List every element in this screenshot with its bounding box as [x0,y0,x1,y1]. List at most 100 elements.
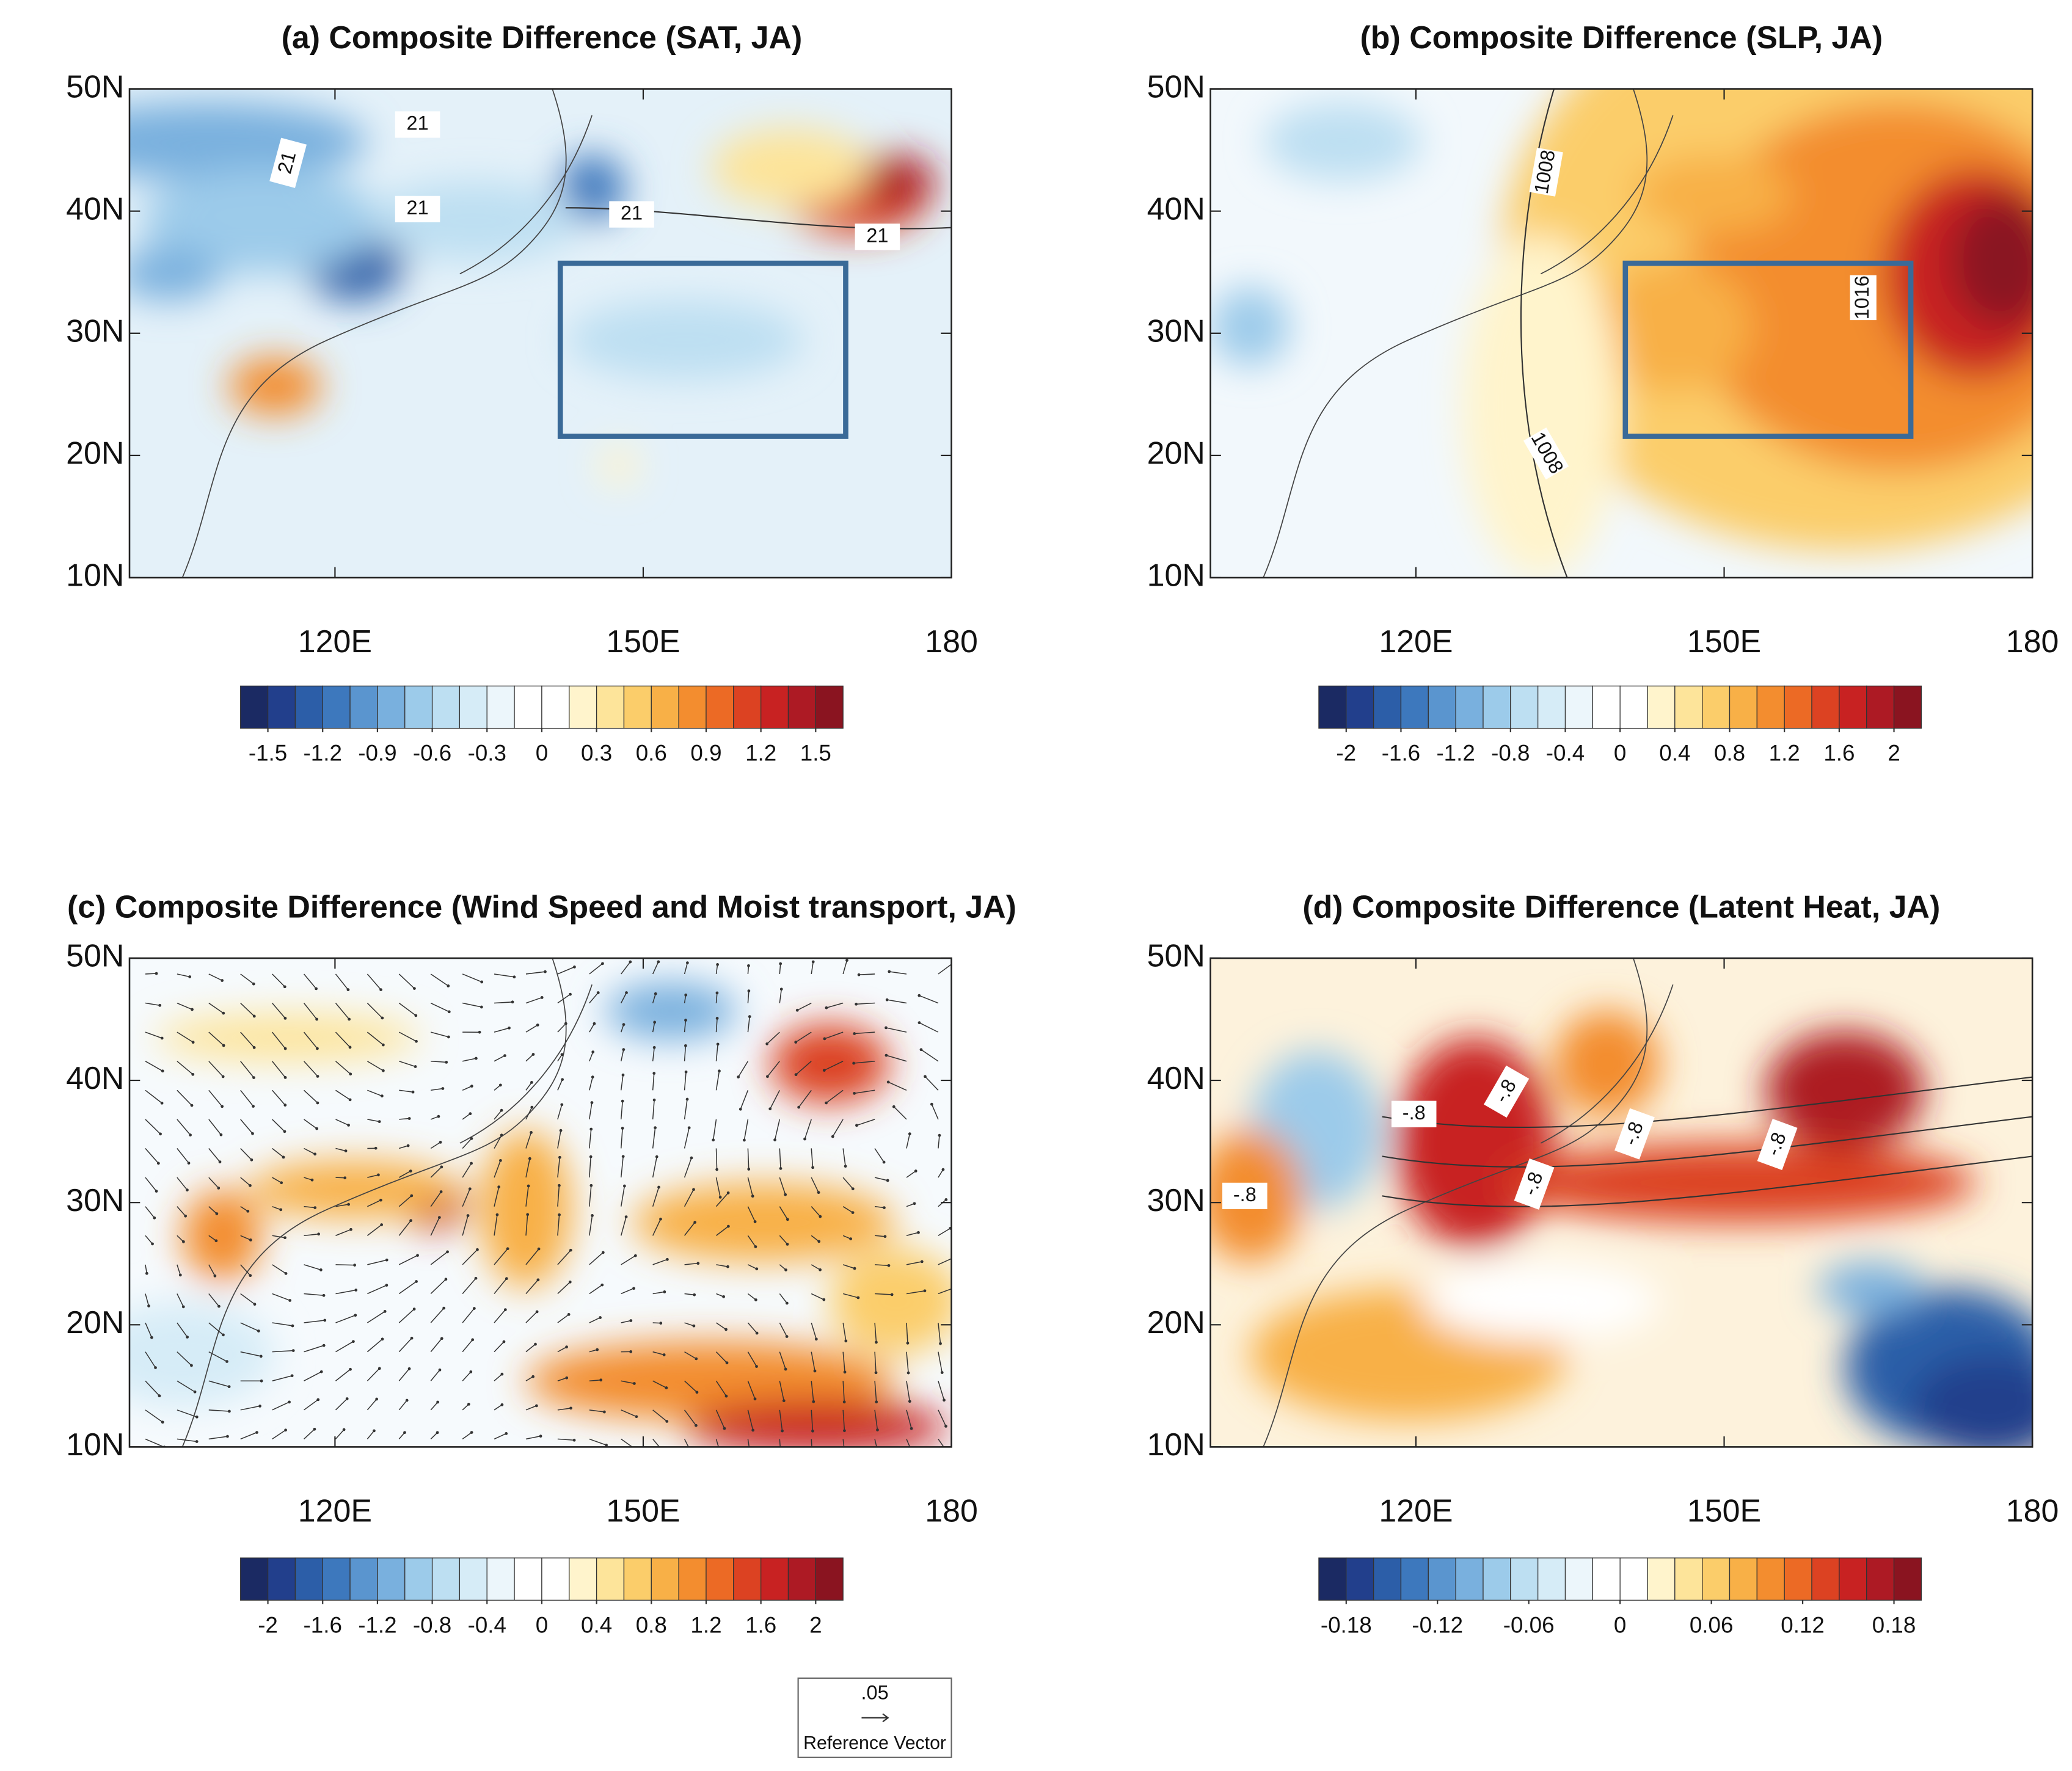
colorbar-box [1729,685,1758,729]
wind-arrow-head [258,1405,261,1408]
x-tick-label: 120E [1379,624,1453,660]
wind-arrow-head [914,1169,917,1173]
wind-arrow [462,1249,478,1265]
wind-arrow [684,1099,688,1119]
contour-label-box [609,201,654,228]
coastline [1540,984,1674,1144]
colorbar-box [404,1557,433,1601]
wind-arrow-head [472,1307,476,1310]
field-blob [1263,102,1422,181]
wind-arrow-head [186,1188,189,1191]
wind-arrow [335,1089,351,1100]
wind-arrow [779,1235,788,1245]
colorbar-box [596,685,625,729]
coastline [181,958,567,1447]
wind-arrow [494,1309,506,1323]
wind-arrow-head [721,1458,724,1461]
wind-arrow-head [252,982,255,986]
wind-arrow [462,1339,473,1353]
x-tick-label: 150E [1687,1493,1761,1529]
wind-arrow [743,1119,749,1141]
wind-arrow-head [213,1274,217,1278]
wind-arrow [525,1214,528,1236]
wind-arrow-head [715,991,719,995]
wind-arrow-head [885,1026,888,1030]
wind-arrow-head [469,1370,473,1373]
wind-arrow [557,1130,561,1149]
wind-arrow-head [605,1444,608,1447]
wind-arrow-head [825,1101,828,1105]
wind-arrow [826,1002,844,1008]
field-blobs [1210,1011,2033,1447]
wind-arrow-head [724,1328,728,1331]
wind-arrow-head [439,1190,443,1193]
y-tick-label: 40N [66,191,124,227]
wind-arrow-head [478,1030,481,1034]
wind-arrow [335,1003,350,1020]
field-blob [1461,234,1621,578]
wind-arrow [367,1311,385,1323]
wind-arrow-head [353,1264,356,1267]
wind-arrow [621,1409,637,1417]
wind-arrow [177,1177,188,1191]
wind-arrow-head [181,1240,185,1243]
wind-arrow [430,1432,438,1439]
wind-arrow [740,1090,749,1110]
contour-label-box [1614,1108,1655,1160]
wind-arrow-head [346,988,350,992]
wind-arrow-head [696,1262,700,1265]
wind-arrow [335,1314,356,1323]
wind-arrow-head [349,1227,352,1231]
wind-arrow [557,1408,571,1411]
wind-arrow-head [349,1367,352,1371]
wind-arrow-head [917,994,921,997]
wind-arrow-head [722,1295,725,1298]
wind-arrow-head [920,1260,924,1264]
wind-arrow [272,1003,286,1019]
wind-arrow-head [712,1138,715,1142]
wind-arrow [811,1293,825,1300]
wind-arrow-head [812,1400,815,1403]
colorbar-box [1866,1557,1895,1601]
wind-arrow-head [561,1078,564,1082]
wind-arrow-head [599,1378,603,1382]
colorbar-box [294,1557,323,1601]
wind-arrow [747,1235,756,1247]
wind-arrow [747,1016,750,1033]
wind-arrow [145,973,157,975]
wind-arrow [462,1002,482,1008]
wind-arrow [842,1409,845,1431]
wind-arrow [367,1259,387,1265]
wind-arrow-head [178,1273,182,1277]
wind-arrow-head [282,1155,285,1159]
colorbar-box [349,1557,378,1601]
wind-arrow [525,1248,539,1265]
y-tick-label: 30N [1147,1183,1205,1218]
wind-arrow [747,1293,756,1301]
wind-arrow-head [513,975,516,979]
wind-arrow-head [217,1187,221,1190]
wind-arrow [335,1119,349,1126]
wind-arrow [906,1232,919,1236]
wind-arrow [208,1380,230,1387]
wind-arrow [779,1293,787,1304]
wind-arrow-head [319,1370,323,1373]
wind-arrow [938,1135,940,1149]
wind-arrow-head [888,970,891,973]
wind-arrow-head [831,1135,834,1138]
wind-arrow-head [470,1162,473,1165]
colorbar-box [733,685,762,729]
wind-arrow [240,1293,255,1305]
wind-arrow-head [184,1214,188,1218]
wind-arrow [684,1157,692,1178]
wind-arrow-head [214,1239,218,1243]
wind-arrow [779,1177,786,1195]
wind-arrow [811,961,814,975]
wind-arrow [208,1061,224,1077]
wind-arrow [367,973,382,991]
wind-arrow [335,1289,356,1295]
colorbar-box [1784,685,1812,729]
wind-arrow [747,1206,756,1222]
wind-arrow-head [527,1184,530,1188]
contour-label: 21 [855,224,900,250]
